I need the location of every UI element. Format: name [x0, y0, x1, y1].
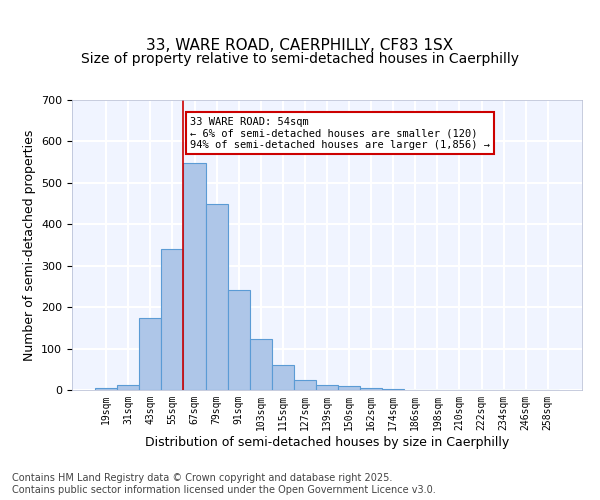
Bar: [139, 318, 161, 390]
Bar: [250, 340, 272, 390]
Bar: [316, 386, 338, 390]
Bar: [272, 365, 294, 390]
Bar: [161, 249, 184, 390]
Bar: [206, 204, 227, 390]
Bar: [95, 388, 117, 390]
Bar: [338, 386, 360, 390]
Bar: [360, 388, 382, 390]
Y-axis label: Number of semi-detached properties: Number of semi-detached properties: [23, 130, 35, 360]
X-axis label: Distribution of semi-detached houses by size in Caerphilly: Distribution of semi-detached houses by …: [145, 436, 509, 448]
Bar: [184, 164, 206, 390]
Text: Contains HM Land Registry data © Crown copyright and database right 2025.
Contai: Contains HM Land Registry data © Crown c…: [12, 474, 436, 495]
Text: 33, WARE ROAD, CAERPHILLY, CF83 1SX: 33, WARE ROAD, CAERPHILLY, CF83 1SX: [146, 38, 454, 52]
Bar: [117, 384, 139, 390]
Text: 33 WARE ROAD: 54sqm
← 6% of semi-detached houses are smaller (120)
94% of semi-d: 33 WARE ROAD: 54sqm ← 6% of semi-detache…: [190, 116, 490, 150]
Bar: [294, 380, 316, 390]
Bar: [382, 389, 404, 390]
Text: Size of property relative to semi-detached houses in Caerphilly: Size of property relative to semi-detach…: [81, 52, 519, 66]
Bar: [227, 290, 250, 390]
